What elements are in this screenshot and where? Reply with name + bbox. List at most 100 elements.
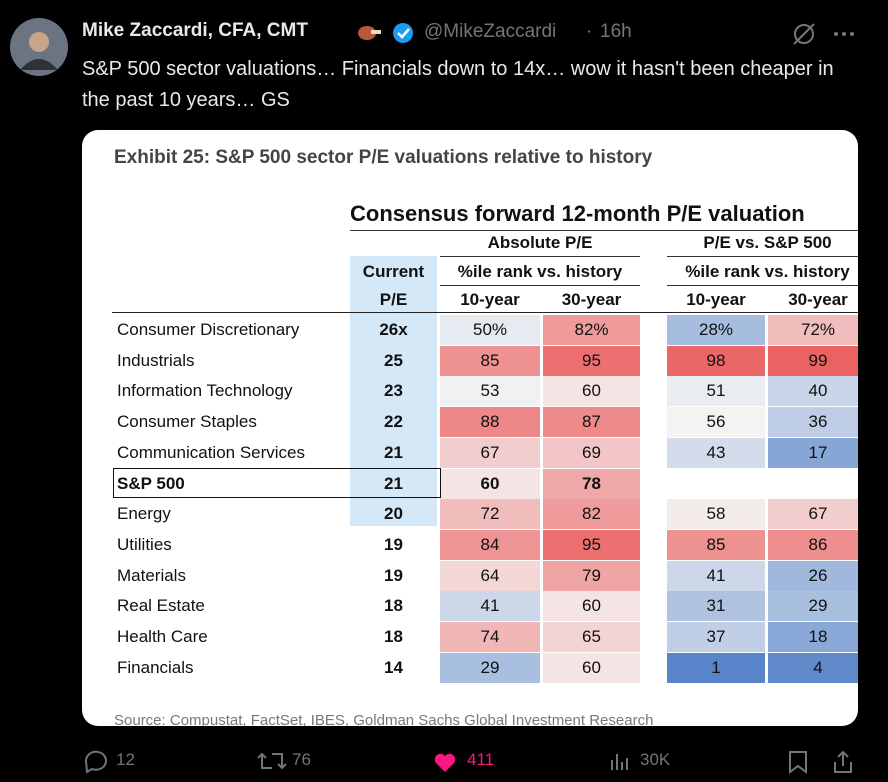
current-header: Current bbox=[362, 262, 425, 281]
value-cell: 67 bbox=[440, 437, 540, 468]
value-cell: 60 bbox=[543, 376, 640, 407]
value-cell bbox=[667, 469, 765, 499]
row-label: Communication Services bbox=[117, 442, 306, 462]
row-label: Information Technology bbox=[117, 381, 293, 401]
value-cell: 43 bbox=[667, 437, 765, 468]
rule bbox=[440, 256, 640, 257]
rule bbox=[667, 285, 858, 286]
value-cell: 79 bbox=[543, 560, 640, 591]
value-cell: 87 bbox=[543, 407, 640, 438]
value-cell: 18 bbox=[768, 622, 858, 652]
value-cell: 67 bbox=[768, 499, 858, 530]
value-cell: 86 bbox=[768, 529, 858, 560]
column-header: 30-year bbox=[561, 290, 622, 309]
reply-count[interactable]: 12 bbox=[116, 750, 135, 769]
row-label: Utilities bbox=[117, 534, 172, 554]
value-cell: 82% bbox=[543, 315, 640, 345]
value-cell: 95 bbox=[543, 345, 640, 376]
current-pe: 21 bbox=[384, 473, 403, 493]
current-pe: 23 bbox=[384, 381, 403, 401]
value-cell: 60 bbox=[543, 591, 640, 622]
value-cell: 60 bbox=[440, 468, 540, 499]
value-cell: 1 bbox=[667, 652, 765, 683]
column-header: 10-year bbox=[686, 290, 746, 309]
rule bbox=[112, 312, 858, 313]
table-header: Consensus forward 12-month P/E valuation bbox=[350, 201, 805, 226]
value-cell: 36 bbox=[768, 407, 858, 438]
value-cell: 58 bbox=[667, 499, 765, 530]
like-count[interactable]: 411 bbox=[467, 750, 495, 769]
value-cell: 98 bbox=[667, 345, 765, 376]
value-cell: 29 bbox=[768, 591, 858, 622]
value-cell: 29 bbox=[440, 652, 540, 683]
row-label: Financials bbox=[117, 657, 194, 677]
subheader: %ile rank vs. history bbox=[457, 262, 623, 281]
top-icons[interactable] bbox=[790, 20, 860, 48]
current-pe: 14 bbox=[384, 657, 403, 677]
highlight-box bbox=[113, 467, 441, 498]
row-label: Consumer Staples bbox=[117, 412, 257, 432]
group-label: P/E vs. S&P 500 bbox=[703, 233, 832, 252]
value-cell: 17 bbox=[768, 437, 858, 468]
row-label: Materials bbox=[117, 565, 186, 585]
avatar[interactable] bbox=[10, 18, 68, 76]
value-cell: 72% bbox=[768, 315, 858, 345]
value-cell: 74 bbox=[440, 622, 540, 652]
value-cell bbox=[768, 469, 858, 499]
value-cell: 78 bbox=[543, 468, 640, 499]
view-count[interactable]: 30K bbox=[640, 750, 671, 769]
author-name[interactable]: Mike Zaccardi, CFA, CMT bbox=[82, 20, 308, 41]
current-pe: 22 bbox=[384, 412, 403, 432]
current-column-bg bbox=[350, 256, 437, 526]
value-cell: 72 bbox=[440, 499, 540, 530]
current-pe: 26x bbox=[379, 320, 408, 339]
exhibit-title: Exhibit 25: S&P 500 sector P/E valuation… bbox=[114, 147, 653, 168]
value-cell: 60 bbox=[543, 652, 640, 683]
value-cell: 95 bbox=[543, 529, 640, 560]
value-cell: 51 bbox=[667, 376, 765, 407]
name-icons bbox=[358, 23, 413, 43]
subheader: %ile rank vs. history bbox=[685, 262, 850, 281]
handle[interactable]: @MikeZaccardi bbox=[424, 21, 557, 42]
column-header: 30-year bbox=[788, 290, 848, 309]
row-label: Energy bbox=[117, 504, 171, 524]
group-label: Absolute P/E bbox=[487, 233, 593, 252]
rule bbox=[350, 230, 858, 231]
value-cell: 64 bbox=[440, 560, 540, 591]
value-cell: 40 bbox=[768, 376, 858, 407]
row-label: Industrials bbox=[117, 350, 195, 370]
value-cell: 31 bbox=[667, 591, 765, 622]
tweet-text: S&P 500 sector valuations… Financials do… bbox=[82, 58, 834, 111]
row-label: Health Care bbox=[117, 627, 208, 646]
current-pe: 19 bbox=[384, 565, 403, 585]
value-cell: 65 bbox=[543, 622, 640, 652]
table-image[interactable]: Exhibit 25: S&P 500 sector P/E valuation… bbox=[82, 130, 858, 726]
value-cell: 84 bbox=[440, 529, 540, 560]
current-header: P/E bbox=[379, 290, 408, 309]
value-cell: 41 bbox=[667, 560, 765, 591]
value-cell: 4 bbox=[768, 652, 858, 683]
repost-count[interactable]: 76 bbox=[292, 750, 311, 769]
current-pe: 18 bbox=[384, 627, 403, 646]
value-cell: 37 bbox=[667, 622, 765, 652]
value-cell: 82 bbox=[543, 499, 640, 530]
value-cell: 41 bbox=[440, 591, 540, 622]
current-pe: 25 bbox=[384, 350, 403, 370]
action-icons bbox=[84, 750, 852, 774]
rule bbox=[440, 285, 640, 286]
current-pe: 19 bbox=[384, 534, 403, 554]
current-pe: 20 bbox=[384, 504, 403, 524]
value-cell: 56 bbox=[667, 407, 765, 438]
value-cell: 28% bbox=[667, 315, 765, 345]
value-cell: 69 bbox=[543, 437, 640, 468]
timestamp[interactable]: 16h bbox=[600, 21, 632, 42]
current-pe: 18 bbox=[384, 596, 403, 616]
row-label: Consumer Discretionary bbox=[117, 320, 300, 339]
source: Source: Compustat, FactSet, IBES, Goldma… bbox=[114, 712, 654, 726]
separator: · bbox=[586, 21, 593, 42]
value-cell: 88 bbox=[440, 407, 540, 438]
value-cell: 53 bbox=[440, 376, 540, 407]
value-cell: 85 bbox=[440, 345, 540, 376]
column-header: 10-year bbox=[460, 290, 520, 309]
